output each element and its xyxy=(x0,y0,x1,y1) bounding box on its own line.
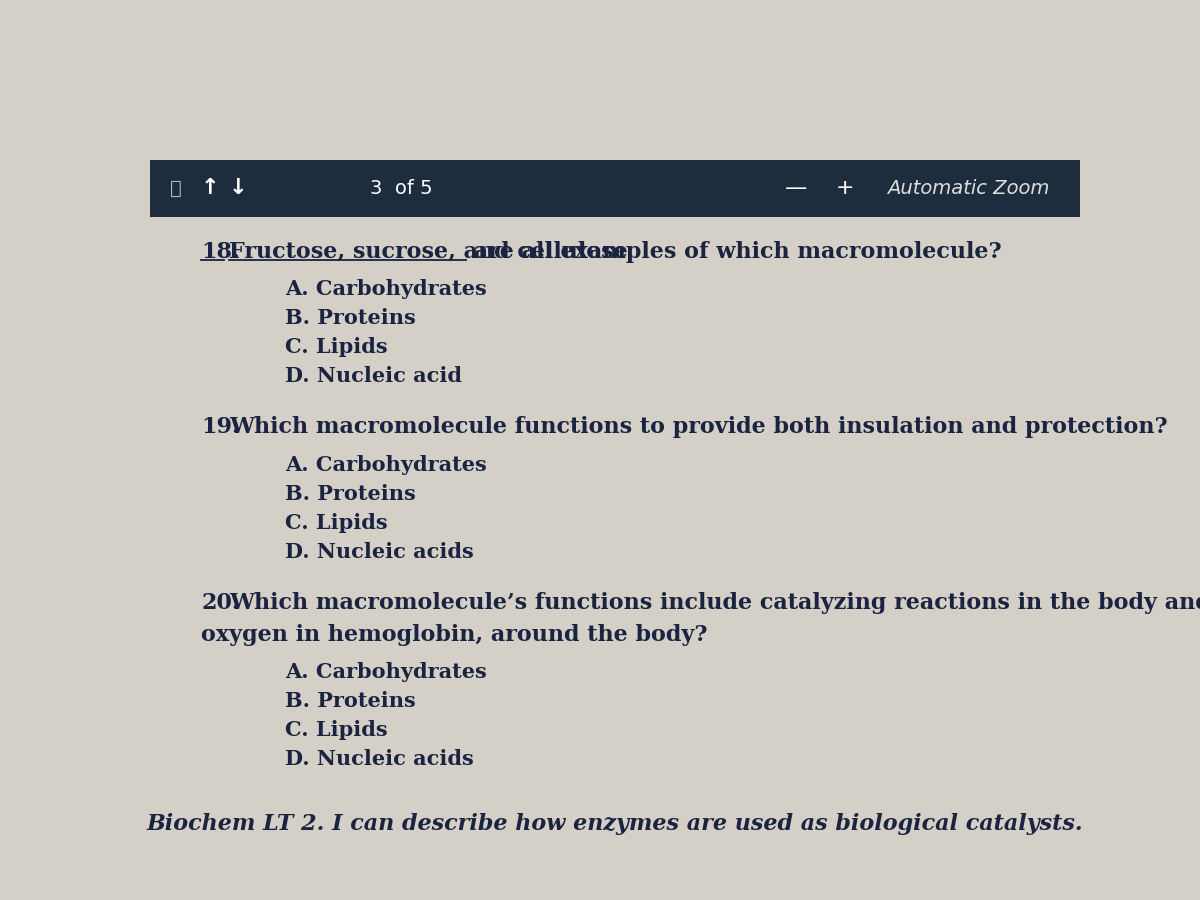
Text: ↓: ↓ xyxy=(229,178,247,198)
Text: A. Carbohydrates: A. Carbohydrates xyxy=(284,454,487,474)
Text: Which macromolecule’s functions include catalyzing reactions in the body and tra: Which macromolecule’s functions include … xyxy=(229,591,1200,614)
Text: D. Nucleic acids: D. Nucleic acids xyxy=(284,749,474,769)
Text: A. Carbohydrates: A. Carbohydrates xyxy=(284,662,487,681)
Text: C. Lipids: C. Lipids xyxy=(284,513,388,533)
Text: D. Nucleic acids: D. Nucleic acids xyxy=(284,542,474,562)
Text: are all examples of which macromolecule?: are all examples of which macromolecule? xyxy=(467,241,1002,263)
FancyBboxPatch shape xyxy=(150,160,1080,217)
Text: C. Lipids: C. Lipids xyxy=(284,720,388,740)
Text: A. Carbohydrates: A. Carbohydrates xyxy=(284,279,487,299)
Text: B. Proteins: B. Proteins xyxy=(284,691,415,711)
Text: ⌕: ⌕ xyxy=(170,179,182,198)
Text: Which macromolecule functions to provide both insulation and protection?: Which macromolecule functions to provide… xyxy=(229,417,1168,438)
Text: B. Proteins: B. Proteins xyxy=(284,483,415,504)
Text: 20.: 20. xyxy=(202,591,240,614)
Text: 18.: 18. xyxy=(202,241,240,263)
Text: 3  of 5: 3 of 5 xyxy=(370,179,432,198)
FancyBboxPatch shape xyxy=(150,108,1080,160)
Text: oxygen in hemoglobin, around the body?: oxygen in hemoglobin, around the body? xyxy=(202,624,708,645)
Text: Fructose, sucrose, and cellulose: Fructose, sucrose, and cellulose xyxy=(229,241,628,263)
Text: B. Proteins: B. Proteins xyxy=(284,309,415,328)
Text: Automatic Zoom: Automatic Zoom xyxy=(887,179,1050,198)
Text: —    +: — + xyxy=(785,178,854,198)
Text: ↑: ↑ xyxy=(202,178,220,198)
Text: D. Nucleic acid: D. Nucleic acid xyxy=(284,366,462,386)
Text: 19.: 19. xyxy=(202,417,240,438)
Text: Biochem LT 2. I can describe how enzymes are used as biological catalysts.: Biochem LT 2. I can describe how enzymes… xyxy=(146,813,1084,835)
Text: C. Lipids: C. Lipids xyxy=(284,338,388,357)
